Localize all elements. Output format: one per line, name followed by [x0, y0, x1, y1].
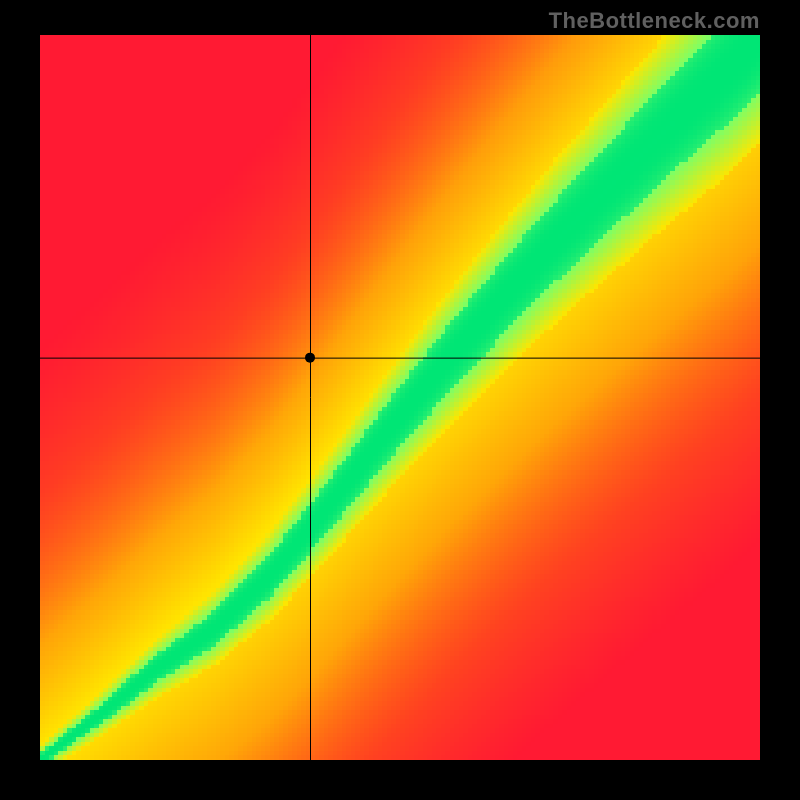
chart-root: TheBottleneck.com: [0, 0, 800, 800]
heatmap-canvas: [40, 35, 760, 760]
watermark-text: TheBottleneck.com: [549, 8, 760, 34]
